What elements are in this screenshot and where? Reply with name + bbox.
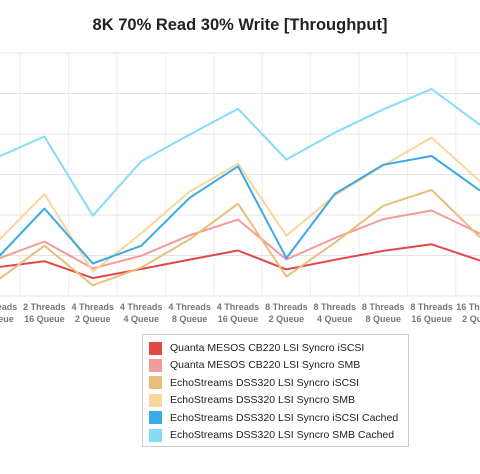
legend-item[interactable]: Quanta MESOS CB220 LSI Syncro SMB (149, 357, 360, 373)
series-line-1 (0, 243, 480, 280)
x-axis-tick-labels: 2 Threads 8 Queue 2 Threads 16 Queue 4 Threa… (0, 302, 480, 324)
legend-label: EchoStreams DSS320 LSI Syncro SMB (170, 394, 355, 407)
x-tick-label: 8 Queue (0, 314, 14, 324)
x-tick-label: 16 Queue (411, 314, 452, 324)
x-tick-label: 16 Queue (24, 314, 65, 324)
line-chart: 2 Threads 8 Queue 2 Threads 16 Queue 4 Threa… (0, 52, 480, 324)
series-lines (0, 88, 480, 287)
legend-label: EchoStreams DSS320 LSI Syncro iSCSI (170, 376, 360, 389)
x-tick-label: 16 Queue (218, 314, 259, 324)
legend-swatch (149, 341, 162, 355)
legend-label: EchoStreams DSS320 LSI Syncro SMB Cached (170, 429, 395, 441)
x-tick-label: 8 Threads (410, 302, 453, 312)
x-tick-label: 8 Threads (265, 302, 308, 312)
x-tick-label: 4 Queue (123, 314, 159, 324)
x-tick-label: 8 Queue (365, 314, 401, 324)
legend-label: Quanta MESOS CB220 LSI Syncro iSCSI (170, 342, 365, 354)
legend-label: Quanta MESOS CB220 LSI Syncro SMB (170, 359, 361, 372)
series-line-2 (0, 209, 480, 270)
legend-swatch (149, 358, 162, 372)
x-tick-label: 8 Threads (362, 302, 405, 312)
legend-item[interactable]: EchoStreams DSS320 LSI Syncro SMB Cached (149, 427, 394, 443)
legend-swatch (149, 411, 162, 425)
legend-item[interactable]: EchoStreams DSS320 LSI Syncro iSCSI Cach… (149, 410, 398, 426)
series-line-5 (0, 155, 480, 265)
legend-swatch (149, 428, 162, 442)
legend-item[interactable]: Quanta MESOS CB220 LSI Syncro iSCSI (149, 340, 364, 356)
legend-item[interactable]: EchoStreams DSS320 LSI Syncro SMB (149, 392, 355, 408)
x-tick-label: 4 Threads (217, 302, 260, 312)
x-tick-label: 4 Threads (168, 302, 211, 312)
legend-label: EchoStreams DSS320 LSI Syncro iSCSI Cach… (170, 411, 399, 424)
x-tick-label: 2 Threads (23, 302, 66, 312)
x-tick-label: 4 Queue (317, 314, 353, 324)
gridlines (0, 52, 480, 297)
x-tick-label: 2 Threads (0, 302, 17, 312)
x-tick-label: 8 Threads (314, 302, 357, 312)
x-tick-label: 4 Threads (120, 302, 163, 312)
legend: Quanta MESOS CB220 LSI Syncro iSCSI Quant… (142, 334, 409, 447)
chart-title: 8K 70% Read 30% Write [Throughput] (92, 16, 388, 34)
series-line-6 (0, 88, 480, 217)
x-tick-label: 8 Queue (172, 314, 208, 324)
x-tick-label: 2 Queue (462, 314, 480, 324)
legend-swatch (149, 376, 162, 390)
x-tick-label: 4 Threads (72, 302, 115, 312)
legend-swatch (149, 393, 162, 407)
x-tick-label: 2 Queue (75, 314, 111, 324)
x-tick-label: 2 Queue (269, 314, 305, 324)
legend-item[interactable]: EchoStreams DSS320 LSI Syncro iSCSI (149, 375, 359, 391)
series-line-3 (0, 188, 480, 287)
x-tick-label: 16 Threads (456, 302, 480, 312)
